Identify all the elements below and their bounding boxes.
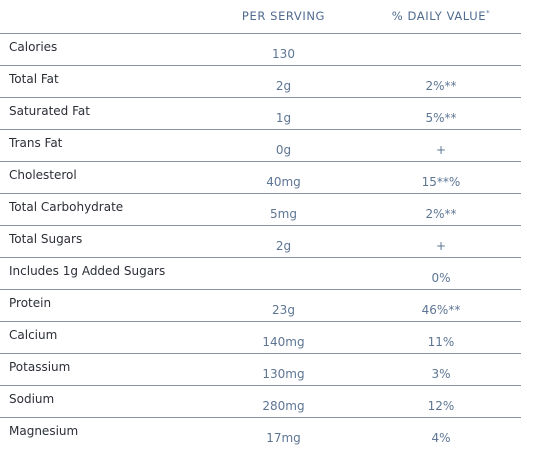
row-per-serving: 1g	[275, 111, 292, 125]
row-daily-value: 15**%	[421, 175, 461, 189]
table-header: PER SERVING % DAILY VALUE*	[0, 0, 521, 34]
row-label: Trans Fat	[9, 136, 63, 150]
row-daily-value: 0%	[431, 271, 451, 285]
header-daily-value-label: % DAILY VALUE	[391, 9, 487, 23]
row-per-serving: 23g	[272, 303, 295, 317]
row-label: Protein	[9, 296, 52, 310]
row-per-serving: 130mg	[262, 367, 305, 381]
table-row-saturated-fat: Saturated Fat 1g 5%**	[0, 98, 521, 130]
row-per-serving: 2g	[275, 79, 292, 93]
row-per-serving: 5mg	[270, 207, 297, 221]
table-row-sodium: Sodium 280mg 12%	[0, 386, 521, 418]
row-daily-value: 2%**	[425, 79, 457, 93]
row-per-serving: 40mg	[266, 175, 301, 189]
row-label: Total Sugars	[9, 232, 83, 246]
table-row-calories: Calories 130	[0, 34, 521, 66]
row-daily-value: +	[435, 143, 447, 157]
table-row-cholesterol: Cholesterol 40mg 15**%	[0, 162, 521, 194]
header-per-serving: PER SERVING	[241, 9, 326, 23]
row-daily-value: 12%	[427, 399, 455, 413]
row-per-serving: 130	[272, 47, 295, 61]
table-row-potassium: Potassium 130mg 3%	[0, 354, 521, 386]
row-per-serving: 2g	[275, 239, 292, 253]
table-row-total-sugars: Total Sugars 2g +	[0, 226, 521, 258]
row-label: Cholesterol	[9, 168, 77, 182]
table-row-calcium: Calcium 140mg 11%	[0, 322, 521, 354]
row-label: Calcium	[9, 328, 58, 342]
row-label: Potassium	[9, 360, 71, 374]
row-label: Saturated Fat	[9, 104, 90, 118]
row-daily-value: 3%	[431, 367, 451, 381]
row-label: Includes 1g Added Sugars	[9, 264, 166, 278]
header-daily-value: % DAILY VALUE*	[362, 9, 520, 23]
table-row-trans-fat: Trans Fat 0g +	[0, 130, 521, 162]
row-daily-value: 46%**	[421, 303, 461, 317]
row-per-serving: 280mg	[262, 399, 305, 413]
table-row-magnesium: Magnesium 17mg 4%	[0, 418, 521, 449]
row-per-serving: 17mg	[266, 431, 301, 445]
table-row-total-fat: Total Fat 2g 2%**	[0, 66, 521, 98]
row-daily-value: +	[435, 239, 447, 253]
row-daily-value: 5%**	[425, 111, 457, 125]
row-per-serving: 0g	[275, 143, 292, 157]
row-label: Sodium	[9, 392, 55, 406]
table-row-added-sugars: Includes 1g Added Sugars 0%	[0, 258, 521, 290]
row-daily-value: 4%	[431, 431, 451, 445]
row-daily-value: 11%	[427, 335, 455, 349]
header-daily-value-asterisk: *	[486, 9, 491, 18]
row-label: Total Fat	[9, 72, 59, 86]
table-row-protein: Protein 23g 46%**	[0, 290, 521, 322]
row-per-serving: 140mg	[262, 335, 305, 349]
row-daily-value: 2%**	[425, 207, 457, 221]
row-label: Total Carbohydrate	[9, 200, 124, 214]
row-label: Magnesium	[9, 424, 79, 438]
row-label: Calories	[9, 40, 58, 54]
table-row-total-carbohydrate: Total Carbohydrate 5mg 2%**	[0, 194, 521, 226]
